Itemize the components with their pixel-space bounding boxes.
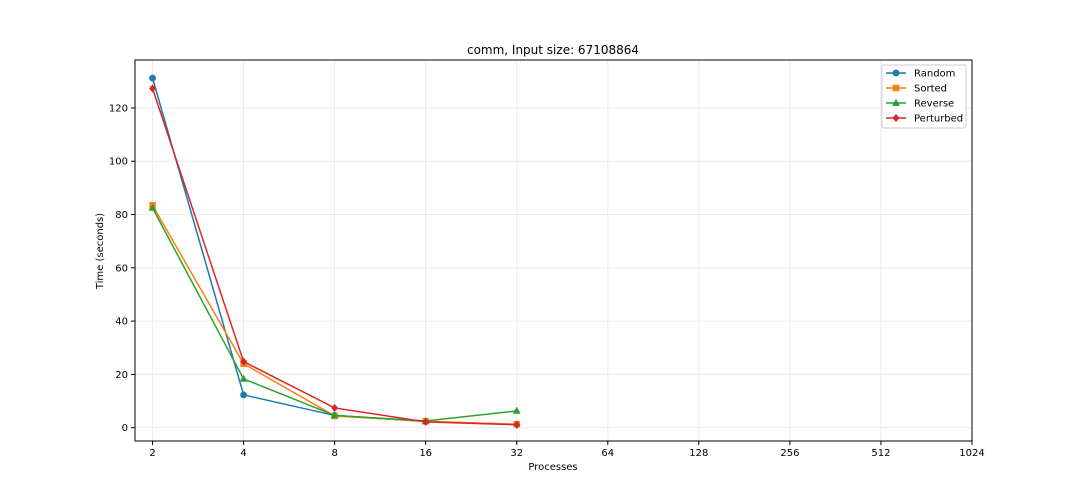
legend-item: Reverse (886, 99, 954, 110)
y-tick-label: 0 (122, 423, 128, 434)
y-tick-label: 40 (115, 317, 128, 328)
y-axis: 0 20 40 60 80 100 120 (109, 103, 135, 434)
legend-item: Perturbed (886, 114, 963, 125)
legend-label: Sorted (914, 84, 947, 95)
x-tick-label: 1024 (959, 448, 984, 459)
series-perturbed (149, 84, 521, 429)
legend-item: Sorted (886, 84, 947, 95)
data-point (512, 406, 521, 414)
legend-label: Random (914, 69, 955, 80)
x-tick-label: 128 (689, 448, 708, 459)
y-tick-label: 120 (109, 103, 128, 114)
y-tick-label: 100 (109, 157, 128, 168)
legend-label: Perturbed (914, 114, 963, 125)
data-point (239, 374, 248, 382)
data-point (513, 420, 521, 429)
chart-title: comm, Input size: 67108864 (467, 43, 639, 57)
x-tick-label: 64 (601, 448, 614, 459)
data-point (240, 357, 248, 366)
x-tick-label: 16 (419, 448, 432, 459)
data-point (148, 203, 157, 211)
y-tick-label: 80 (115, 210, 128, 221)
legend-marker (892, 69, 900, 77)
data-point (422, 417, 430, 427)
data-point (149, 74, 156, 82)
x-tick-label: 256 (780, 448, 799, 459)
x-axis-label: Processes (528, 462, 577, 473)
legend-box (881, 64, 967, 129)
x-tick-label: 8 (331, 448, 337, 459)
legend-item: Random (886, 69, 955, 80)
grid (135, 60, 973, 441)
legend: Random Sorted Reverse Perturbed (881, 64, 967, 129)
data-point (331, 403, 339, 413)
plot-area (134, 59, 973, 442)
x-tick-label: 4 (240, 448, 246, 459)
legend-marker (891, 98, 901, 106)
legend-marker (892, 84, 900, 92)
data-point (149, 84, 157, 93)
x-axis: 2 4 8 16 32 64 128 256 512 1024 (149, 441, 985, 459)
data-point (330, 411, 339, 419)
x-tick-label: 512 (871, 448, 890, 459)
legend-label: Reverse (914, 99, 954, 110)
y-tick-label: 60 (115, 263, 128, 274)
legend-marker (892, 113, 900, 123)
y-tick-label: 20 (115, 370, 128, 381)
series-layer (148, 74, 521, 429)
x-tick-label: 32 (510, 448, 523, 459)
y-axis-label: Time (seconds) (95, 213, 106, 290)
data-point (240, 391, 248, 399)
x-tick-label: 2 (149, 448, 155, 459)
